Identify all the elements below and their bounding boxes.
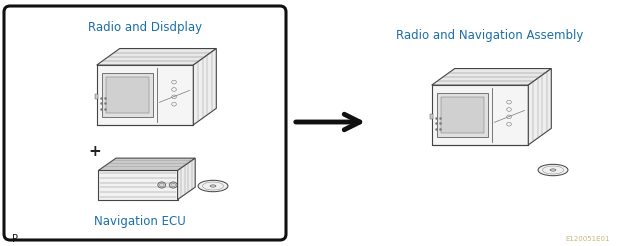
Polygon shape xyxy=(97,65,193,125)
Ellipse shape xyxy=(198,180,228,192)
Text: Radio and Disdplay: Radio and Disdplay xyxy=(88,21,202,34)
Polygon shape xyxy=(437,93,487,137)
Polygon shape xyxy=(441,97,484,133)
Polygon shape xyxy=(193,48,217,125)
Text: Radio and Navigation Assembly: Radio and Navigation Assembly xyxy=(396,29,584,42)
Ellipse shape xyxy=(158,182,166,188)
Polygon shape xyxy=(98,170,178,200)
Polygon shape xyxy=(432,85,528,145)
Ellipse shape xyxy=(210,185,216,187)
Polygon shape xyxy=(528,69,552,145)
Bar xyxy=(430,114,433,119)
Polygon shape xyxy=(432,69,552,85)
Text: +: + xyxy=(89,144,101,159)
Polygon shape xyxy=(178,158,195,200)
Polygon shape xyxy=(106,77,149,113)
Ellipse shape xyxy=(169,182,177,188)
FancyBboxPatch shape xyxy=(4,6,286,240)
Text: E120051E01: E120051E01 xyxy=(566,236,610,242)
Bar xyxy=(95,94,97,99)
Text: P: P xyxy=(12,234,18,244)
Polygon shape xyxy=(97,48,217,65)
Text: Navigation ECU: Navigation ECU xyxy=(94,215,186,229)
Ellipse shape xyxy=(538,164,568,176)
Ellipse shape xyxy=(550,169,556,171)
Polygon shape xyxy=(98,158,195,170)
Polygon shape xyxy=(102,74,153,117)
